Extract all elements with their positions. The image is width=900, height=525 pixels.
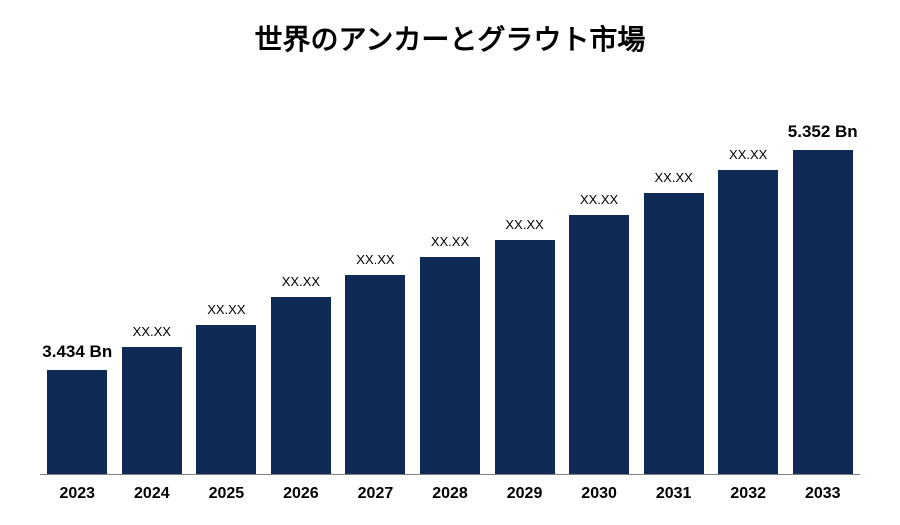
x-axis-label: 2033: [785, 485, 860, 503]
bar-wrap: XX.XX: [562, 100, 637, 475]
bar-wrap: XX.XX: [264, 100, 339, 475]
x-axis-line: [40, 474, 860, 475]
bar-wrap: XX.XX: [487, 100, 562, 475]
chart-container: { "chart": { "type": "bar", "title": "世界…: [0, 0, 900, 525]
bar: [47, 370, 107, 475]
bar-wrap: XX.XX: [413, 100, 488, 475]
x-axis-label: 2024: [115, 485, 190, 503]
x-axis-label: 2023: [40, 485, 115, 503]
bar: [495, 240, 555, 475]
x-axis-label: 2031: [636, 485, 711, 503]
bar: [271, 297, 331, 475]
x-axis-label: 2025: [189, 485, 264, 503]
bar-wrap: XX.XX: [338, 100, 413, 475]
x-axis-labels: 2023202420252026202720282029203020312032…: [40, 485, 860, 503]
bar-wrap: 3.434 Bn: [40, 100, 115, 475]
chart-title: 世界のアンカーとグラウト市場: [0, 0, 900, 58]
bar: [420, 257, 480, 475]
x-axis-label: 2027: [338, 485, 413, 503]
x-axis-label: 2028: [413, 485, 488, 503]
bar: [569, 215, 629, 475]
bar: [122, 347, 182, 475]
x-axis-label: 2029: [487, 485, 562, 503]
bar: [793, 150, 853, 475]
x-axis-label: 2030: [562, 485, 637, 503]
bar: [196, 325, 256, 475]
x-axis-label: 2032: [711, 485, 786, 503]
bar-value-label: 5.352 Bn: [763, 122, 883, 142]
bar-wrap: XX.XX: [711, 100, 786, 475]
bar-wrap: XX.XX: [115, 100, 190, 475]
bar: [644, 193, 704, 475]
bar: [345, 275, 405, 475]
bars-group: 3.434 BnXX.XXXX.XXXX.XXXX.XXXX.XXXX.XXXX…: [40, 100, 860, 475]
plot-area: 3.434 BnXX.XXXX.XXXX.XXXX.XXXX.XXXX.XXXX…: [40, 100, 860, 475]
x-axis-label: 2026: [264, 485, 339, 503]
bar-wrap: 5.352 Bn: [785, 100, 860, 475]
bar: [718, 170, 778, 475]
